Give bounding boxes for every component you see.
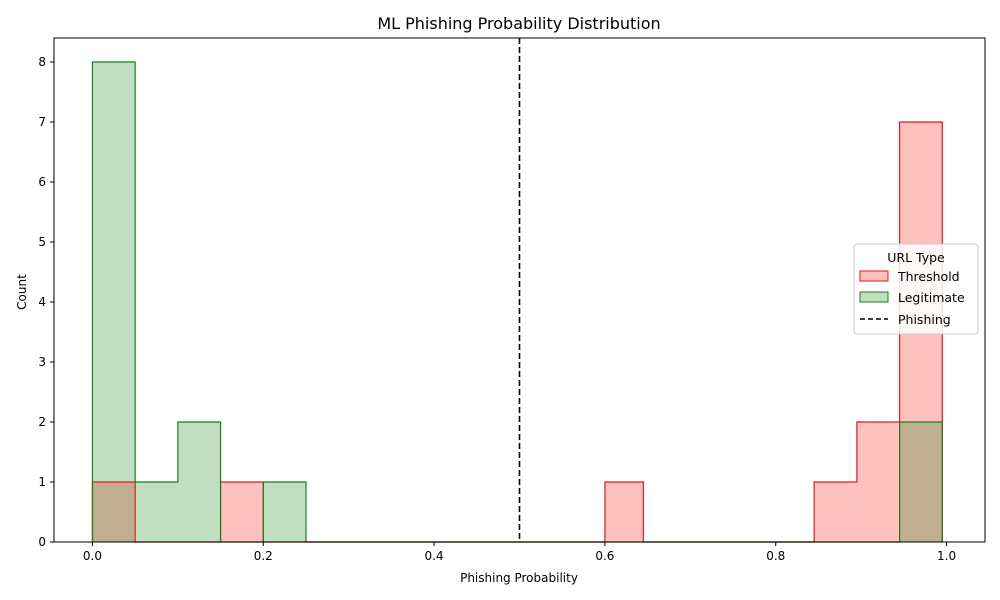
y-tick-label-8: 8 — [38, 55, 46, 69]
y-tick-label-0: 0 — [38, 535, 46, 549]
legend-label-threshold: Threshold — [897, 269, 960, 284]
chart-title: ML Phishing Probability Distribution — [377, 14, 660, 33]
x-axis-label: Phishing Probability — [460, 571, 578, 585]
y-tick-label-3: 3 — [38, 355, 46, 369]
bar-legitimate-bin-2 — [177, 422, 221, 542]
x-tick-label-4: 0.8 — [766, 549, 785, 563]
y-tick-label-2: 2 — [38, 415, 46, 429]
legend-swatch-legitimate — [859, 291, 889, 303]
y-tick-label-7: 7 — [38, 115, 46, 129]
bar-threshold-bin-3 — [220, 482, 264, 542]
legend-label-phishing: Phishing — [898, 312, 951, 327]
bar-legitimate-bin-4 — [263, 482, 306, 542]
y-tick-label-4: 4 — [38, 295, 46, 309]
bar-overlap-bin-19 — [899, 422, 943, 542]
legend-label-legitimate: Legitimate — [898, 290, 965, 305]
plot-area: 0.0 0.2 0.4 0.6 0.8 1.0 0 1 2 3 4 5 6 7 8 — [38, 37, 986, 563]
x-tick-label-0: 0.0 — [83, 549, 102, 563]
y-axis-label: Count — [15, 274, 29, 310]
legend-frame — [853, 243, 979, 335]
axes-frame — [53, 37, 986, 543]
bar-threshold-bin-17 — [814, 482, 857, 542]
legend-title: URL Type — [887, 250, 945, 265]
bar-threshold-bin-18 — [856, 422, 900, 542]
x-tick-label-5: 1.0 — [937, 549, 956, 563]
bar-threshold-bin-12 — [604, 482, 644, 542]
legend-swatch-threshold — [859, 270, 889, 282]
legend: URL Type Threshold Legitimate Phishing — [853, 243, 979, 335]
bar-legitimate-bin-0 — [92, 62, 136, 542]
x-tick-label-3: 0.6 — [595, 549, 614, 563]
x-tick-label-2: 0.4 — [425, 549, 444, 563]
x-tick-label-1: 0.2 — [254, 549, 273, 563]
bar-legitimate-bin-1 — [135, 482, 178, 542]
bar-overlap-bin-0 — [92, 482, 136, 542]
y-tick-label-6: 6 — [38, 175, 46, 189]
y-tick-label-1: 1 — [38, 475, 46, 489]
y-tick-label-5: 5 — [38, 235, 46, 249]
